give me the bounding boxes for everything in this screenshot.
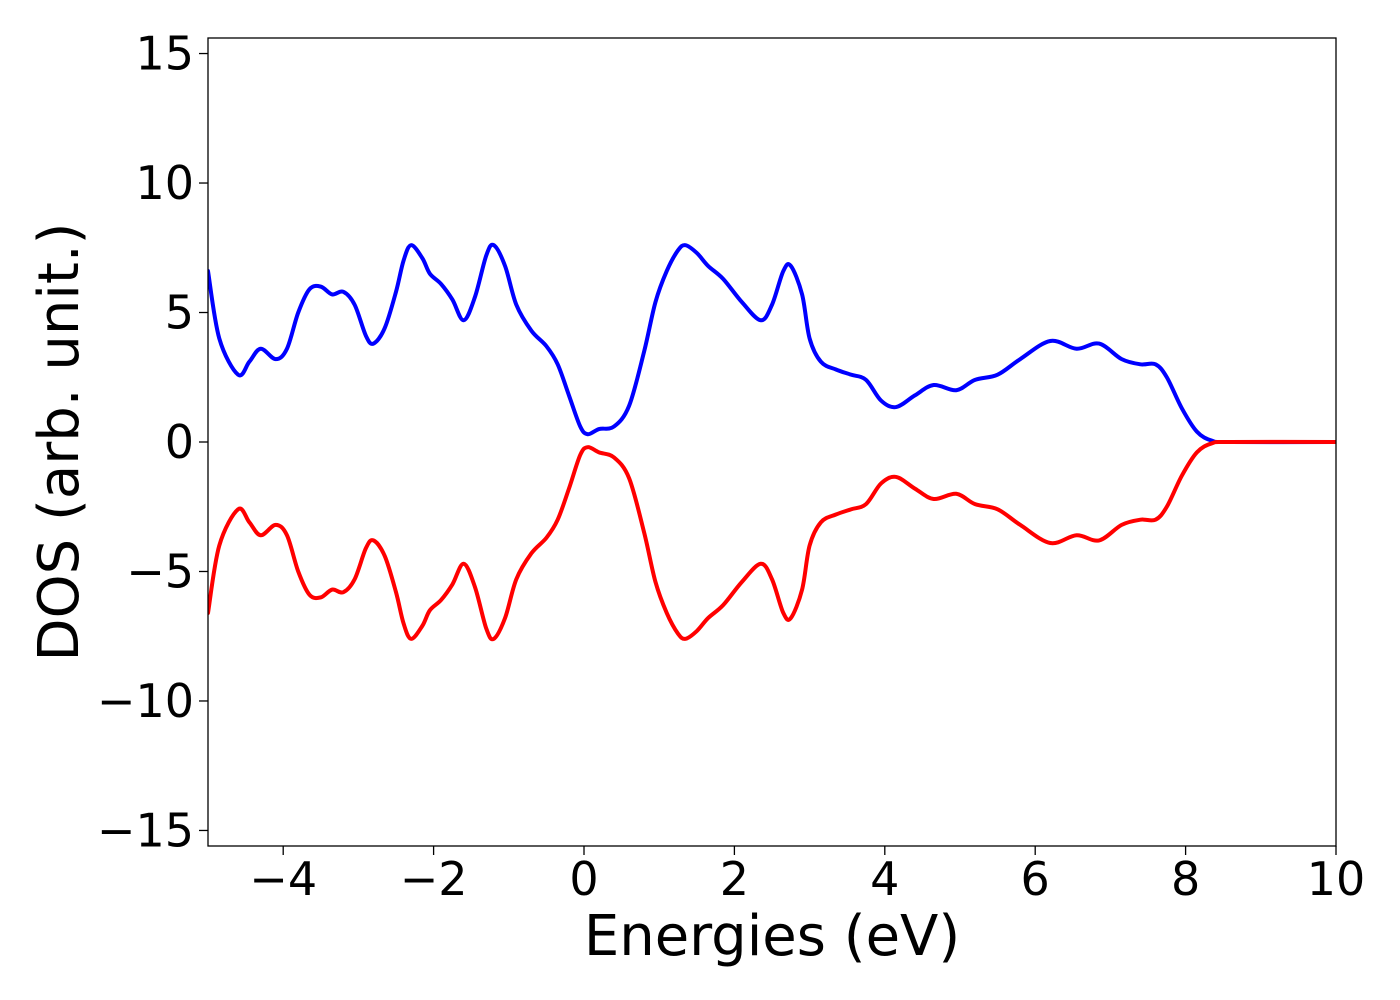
y-tick-label: −10 bbox=[97, 674, 194, 728]
y-tick-label: 0 bbox=[165, 415, 194, 469]
x-axis-label: Energies (eV) bbox=[584, 904, 960, 969]
y-tick-label: −5 bbox=[126, 544, 194, 598]
y-tick-label: −15 bbox=[97, 803, 194, 857]
x-tick-label: 2 bbox=[720, 852, 749, 906]
x-tick-label: 6 bbox=[1021, 852, 1050, 906]
x-tick-label: −4 bbox=[249, 852, 317, 906]
dos-series-line-2 bbox=[208, 439, 1336, 642]
y-axis-label: DOS (arb. unit.) bbox=[27, 222, 92, 661]
x-tick-label: 10 bbox=[1307, 852, 1366, 906]
x-tick-label: 8 bbox=[1171, 852, 1200, 906]
x-tick-label: 0 bbox=[569, 852, 598, 906]
plot-frame bbox=[207, 37, 1337, 847]
y-tick-label: 5 bbox=[165, 286, 194, 340]
y-tick-label: 15 bbox=[135, 27, 194, 81]
x-axis-ticks: −4 −2 0 2 4 6 8 10 bbox=[249, 846, 1365, 906]
x-tick-label: 4 bbox=[870, 852, 899, 906]
x-tick-label: −2 bbox=[400, 852, 468, 906]
dos-series-line-1 bbox=[208, 242, 1336, 445]
y-axis-ticks: −15 −10 −5 0 5 10 15 bbox=[97, 27, 208, 857]
y-tick-label: 10 bbox=[135, 156, 194, 210]
series-layer bbox=[208, 242, 1336, 642]
